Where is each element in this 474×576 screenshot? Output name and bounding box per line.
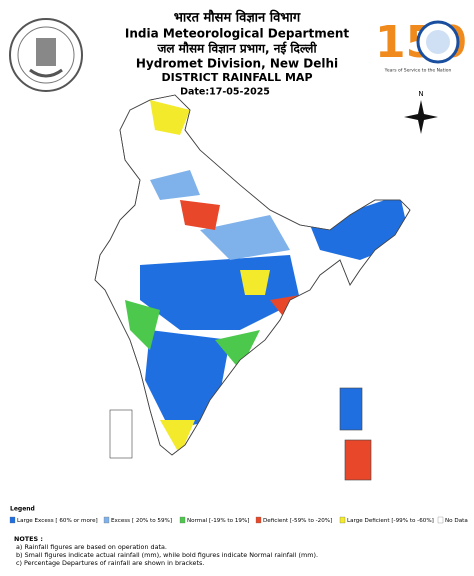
hindi-division: जल मौसम विज्ञान प्रभाग, नई दिल्ली bbox=[156, 42, 317, 56]
logo-tagline: Years of Service to the Nation bbox=[384, 68, 452, 74]
notes-title: NOTES : bbox=[14, 535, 43, 543]
compass-label: N bbox=[418, 90, 423, 98]
legend-label: Large Excess [ 60% or more] bbox=[17, 518, 98, 524]
legend-label: Normal [-19% to 19%] bbox=[187, 518, 249, 524]
district-region bbox=[125, 300, 160, 350]
map-title: DISTRICT RAINFALL MAP bbox=[161, 71, 312, 84]
division: Hydromet Division, New Delhi bbox=[136, 57, 338, 71]
date: Date:17-05-2025 bbox=[180, 87, 270, 98]
district-region bbox=[240, 270, 270, 295]
legend-label: Deficient [-59% to -20%] bbox=[263, 518, 332, 524]
notes: a) Rainfall figures are based on operati… bbox=[16, 543, 318, 567]
note-line: c) Percentage Departures of rainfall are… bbox=[16, 559, 204, 567]
legend: Large Excess [ 60% or more] Excess [ 20% … bbox=[9, 516, 468, 524]
district-region bbox=[180, 200, 220, 230]
district-region bbox=[344, 439, 372, 481]
hindi-title: भारत मौसम विज्ञान विभाग bbox=[174, 10, 301, 26]
emblem bbox=[9, 18, 83, 92]
district-region bbox=[150, 170, 200, 200]
legend-swatch bbox=[255, 516, 262, 524]
legend-swatch bbox=[437, 516, 444, 524]
legend-swatch bbox=[9, 516, 16, 524]
note-line: b) Small figures indicate actual rainfal… bbox=[16, 551, 318, 559]
district-region bbox=[339, 387, 363, 431]
title: India Meteorological Department bbox=[125, 27, 350, 41]
district-region bbox=[215, 330, 260, 370]
legend-label: Excess [ 20% to 59%] bbox=[111, 518, 172, 524]
legend-swatch bbox=[179, 516, 186, 524]
district-region bbox=[150, 100, 190, 135]
logo: 150 Years of Service to the Nation bbox=[375, 17, 467, 74]
legend-label: No Data bbox=[445, 518, 468, 524]
legend-title: Legend bbox=[10, 506, 35, 513]
district-region bbox=[160, 420, 195, 455]
note-line: a) Rainfall figures are based on operati… bbox=[16, 543, 167, 551]
legend-swatch bbox=[103, 516, 110, 524]
legend-label: Large Deficient [-99% to -60%] bbox=[347, 518, 434, 524]
compass: N bbox=[404, 90, 438, 134]
legend-swatch bbox=[339, 516, 346, 524]
district-region bbox=[200, 215, 290, 260]
